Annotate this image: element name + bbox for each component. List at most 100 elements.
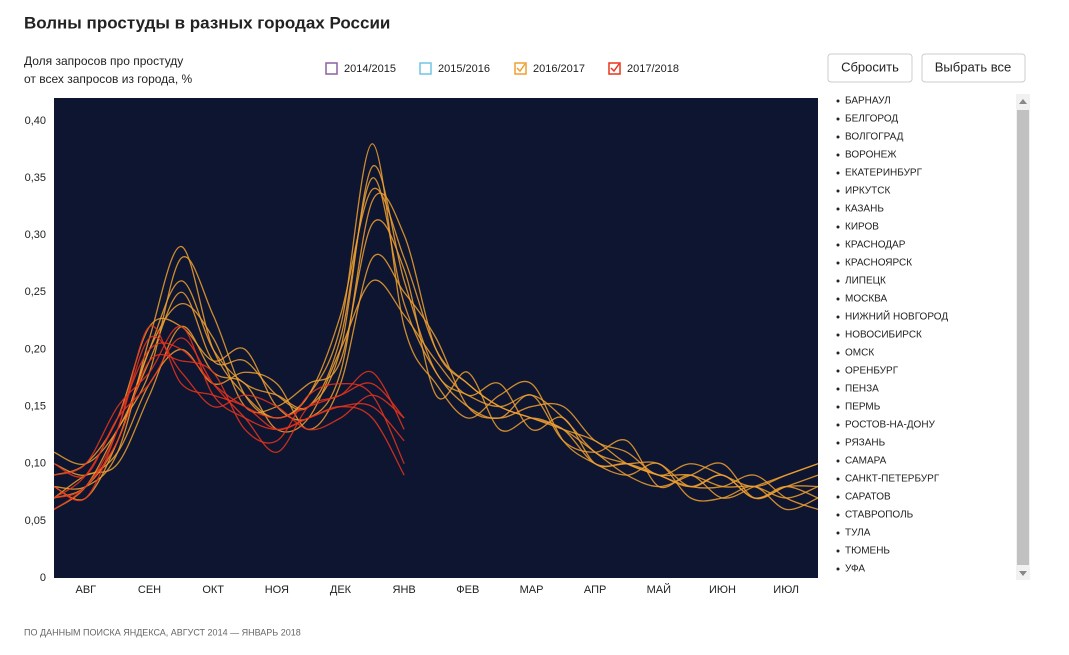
city-bullet: [836, 315, 840, 319]
city-label[interactable]: СТАВРОПОЛЬ: [845, 510, 914, 521]
series-line: [54, 337, 405, 478]
city-label[interactable]: ВОЛГОГРАД: [845, 132, 904, 143]
x-tick-label: ИЮН: [709, 584, 736, 596]
series-line: [54, 177, 818, 499]
legend-checkbox[interactable]: [514, 62, 527, 75]
city-label[interactable]: САМАРА: [845, 456, 887, 467]
city-bullet: [836, 387, 840, 391]
city-bullet: [836, 495, 840, 499]
legend-label[interactable]: 2016/2017: [533, 63, 585, 75]
series-line: [54, 187, 818, 499]
scrollbar-thumb[interactable]: [1017, 110, 1029, 565]
city-label[interactable]: УФА: [845, 564, 865, 575]
city-label[interactable]: БАРНАУЛ: [845, 96, 891, 107]
x-tick-label: МАР: [520, 584, 544, 596]
city-label[interactable]: ЛИПЕЦК: [845, 276, 886, 287]
city-bullet: [836, 135, 840, 139]
x-tick-label: ИЮЛ: [773, 584, 799, 596]
select-all-button[interactable]: [921, 53, 1026, 83]
lines: [54, 143, 818, 511]
city-bullet: [836, 225, 840, 229]
city-label[interactable]: ИРКУТСК: [845, 186, 890, 197]
reset-button-label[interactable]: Сбросить: [841, 59, 899, 74]
y-tick-label: 0,25: [25, 286, 46, 298]
x-tick-label: НОЯ: [265, 584, 289, 596]
series-line: [54, 325, 405, 499]
city-label[interactable]: НИЖНИЙ НОВГОРОД: [845, 310, 948, 323]
legend-checkbox[interactable]: [325, 62, 338, 75]
y-tick-label: 0,15: [25, 400, 46, 412]
series-line: [54, 353, 405, 510]
city-label[interactable]: МОСКВА: [845, 294, 887, 305]
city-bullet: [836, 99, 840, 103]
select-all-button-label[interactable]: Выбрать все: [935, 59, 1011, 74]
y-tick-label: 0,40: [25, 115, 46, 127]
city-bullet: [836, 297, 840, 301]
city-bullet: [836, 459, 840, 463]
city-label[interactable]: САНКТ-ПЕТЕРБУРГ: [845, 474, 940, 485]
city-bullet: [836, 513, 840, 517]
city-bullet: [836, 567, 840, 571]
y-tick-label: 0,20: [25, 343, 46, 355]
city-label[interactable]: КРАСНОЯРСК: [845, 258, 912, 269]
city-bullet: [836, 153, 840, 157]
x-tick-label: ЯНВ: [393, 584, 416, 596]
x-tick-label: ОКТ: [202, 584, 224, 596]
source: ПО ДАННЫМ ПОИСКА ЯНДЕКСА, АВГУСТ 2014 — …: [24, 627, 301, 637]
y-tick-label: 0,35: [25, 172, 46, 184]
city-label[interactable]: ТЮМЕНЬ: [845, 546, 890, 557]
legend-checkbox[interactable]: [419, 62, 432, 75]
y-axis-title: Доля запросов про простуду: [24, 54, 183, 68]
city-bullet: [836, 405, 840, 409]
y-tick-label: 0,10: [25, 458, 46, 470]
city-bullet: [836, 279, 840, 283]
scroll-down[interactable]: [1019, 571, 1027, 576]
city-label[interactable]: ВОРОНЕЖ: [845, 150, 897, 161]
city-bullet: [836, 207, 840, 211]
y-axis-title: от всех запросов из города, %: [24, 72, 193, 86]
x-tick-label: ФЕВ: [456, 584, 479, 596]
city-label[interactable]: КАЗАНЬ: [845, 204, 884, 215]
city-bullet: [836, 189, 840, 193]
city-label[interactable]: САРАТОВ: [845, 492, 891, 503]
legend-checkbox[interactable]: [608, 62, 621, 75]
x-tick-label: АПР: [584, 584, 606, 596]
x-tick-label: АВГ: [76, 584, 97, 596]
city-label[interactable]: ОРЕНБУРГ: [845, 366, 899, 377]
city-bullet: [836, 261, 840, 265]
city-label[interactable]: НОВОСИБИРСК: [845, 330, 922, 341]
city-label[interactable]: КРАСНОДАР: [845, 240, 906, 251]
y-tick-label: 0,30: [25, 229, 46, 241]
city-label[interactable]: РОСТОВ-НА-ДОНУ: [845, 420, 936, 431]
legend-check: [516, 63, 526, 73]
city-bullet: [836, 423, 840, 427]
legend-label[interactable]: 2015/2016: [438, 63, 490, 75]
city-bullet: [836, 351, 840, 355]
city-label[interactable]: КИРОВ: [845, 222, 879, 233]
city-bullet: [836, 117, 840, 121]
city-label[interactable]: ПЕНЗА: [845, 384, 879, 395]
legend-check: [610, 63, 620, 73]
city-bullet: [836, 441, 840, 445]
city-bullet: [836, 333, 840, 337]
reset-button[interactable]: [827, 53, 913, 83]
x-tick-label: МАЙ: [647, 583, 671, 596]
city-label[interactable]: ОМСК: [845, 348, 874, 359]
legend-label[interactable]: 2014/2015: [344, 63, 396, 75]
city-label[interactable]: БЕЛГОРОД: [845, 114, 898, 125]
legend-label[interactable]: 2017/2018: [627, 63, 679, 75]
y-tick-label: 0,05: [25, 515, 46, 527]
city-bullet: [836, 549, 840, 553]
x-tick-label: ДЕК: [330, 584, 352, 596]
y-tick-label: 0: [40, 572, 46, 584]
city-label[interactable]: ПЕРМЬ: [845, 402, 881, 413]
city-label[interactable]: РЯЗАНЬ: [845, 438, 886, 449]
series-line: [54, 165, 818, 499]
city-bullet: [836, 171, 840, 175]
series-line: [54, 143, 818, 511]
city-label[interactable]: ЕКАТЕРИНБУРГ: [845, 168, 923, 179]
city-label[interactable]: ТУЛА: [845, 528, 871, 539]
scroll-up[interactable]: [1019, 99, 1027, 104]
city-bullet: [836, 477, 840, 481]
